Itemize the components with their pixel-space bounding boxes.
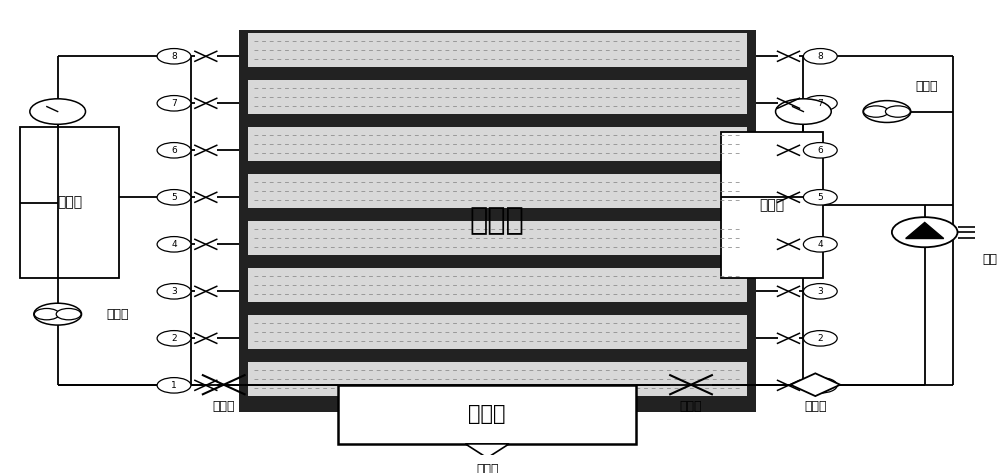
Circle shape [157, 331, 191, 346]
Circle shape [803, 236, 837, 252]
Bar [248, 221, 747, 255]
Text: 试验箱: 试验箱 [470, 206, 525, 235]
Bar [248, 396, 747, 409]
Text: 5: 5 [171, 193, 177, 202]
Circle shape [863, 101, 911, 123]
Circle shape [157, 96, 191, 111]
Circle shape [864, 106, 888, 117]
Bar [248, 362, 747, 396]
Circle shape [157, 190, 191, 205]
Bar [248, 80, 747, 114]
Circle shape [157, 142, 191, 158]
Text: 过滤器: 过滤器 [804, 400, 827, 413]
Bar [239, 30, 756, 412]
Circle shape [157, 236, 191, 252]
Text: 5: 5 [817, 193, 823, 202]
Text: 3: 3 [171, 287, 177, 296]
Text: 流量计: 流量计 [916, 80, 938, 93]
Bar [248, 114, 747, 127]
Polygon shape [906, 222, 944, 238]
Bar [248, 302, 747, 315]
Circle shape [803, 96, 837, 111]
Text: 6: 6 [171, 146, 177, 155]
Text: 1: 1 [817, 381, 823, 390]
Bar [248, 161, 747, 174]
Text: 放水阀: 放水阀 [476, 463, 498, 473]
Circle shape [34, 303, 82, 325]
Circle shape [803, 190, 837, 205]
Circle shape [157, 49, 191, 64]
Text: 1: 1 [171, 381, 177, 390]
Circle shape [803, 331, 837, 346]
Text: 流量计: 流量计 [106, 307, 129, 321]
Bar [248, 174, 747, 208]
Text: 8: 8 [817, 52, 823, 61]
Text: 水泵: 水泵 [982, 253, 997, 266]
Circle shape [885, 106, 910, 117]
Text: 7: 7 [171, 99, 177, 108]
Text: 压力表: 压力表 [760, 198, 785, 212]
Circle shape [56, 308, 81, 320]
Bar [20, 128, 119, 278]
Text: 2: 2 [171, 334, 177, 343]
Bar [338, 385, 636, 444]
Circle shape [776, 99, 831, 124]
Bar [248, 268, 747, 302]
Circle shape [892, 217, 958, 247]
Text: 2: 2 [817, 334, 823, 343]
Polygon shape [790, 373, 840, 396]
Text: 压力表: 压力表 [57, 196, 82, 210]
Bar [248, 67, 747, 80]
Bar [248, 33, 747, 67]
Bar [248, 315, 747, 349]
Circle shape [157, 284, 191, 299]
Circle shape [30, 99, 86, 124]
Bar [248, 127, 747, 161]
Bar [721, 132, 823, 278]
Circle shape [803, 377, 837, 393]
Text: 截止阀: 截止阀 [680, 400, 702, 413]
Text: 截止阀: 截止阀 [212, 400, 235, 413]
Text: 4: 4 [171, 240, 177, 249]
Text: 7: 7 [817, 99, 823, 108]
Bar [248, 208, 747, 221]
Circle shape [157, 377, 191, 393]
Polygon shape [465, 444, 509, 458]
Circle shape [803, 142, 837, 158]
Circle shape [34, 308, 59, 320]
Text: 蓄水箱: 蓄水箱 [468, 404, 506, 424]
Bar [248, 349, 747, 362]
Text: 6: 6 [817, 146, 823, 155]
Circle shape [803, 49, 837, 64]
Text: 4: 4 [817, 240, 823, 249]
Text: 8: 8 [171, 52, 177, 61]
Bar [248, 255, 747, 268]
Circle shape [803, 284, 837, 299]
Text: 3: 3 [817, 287, 823, 296]
